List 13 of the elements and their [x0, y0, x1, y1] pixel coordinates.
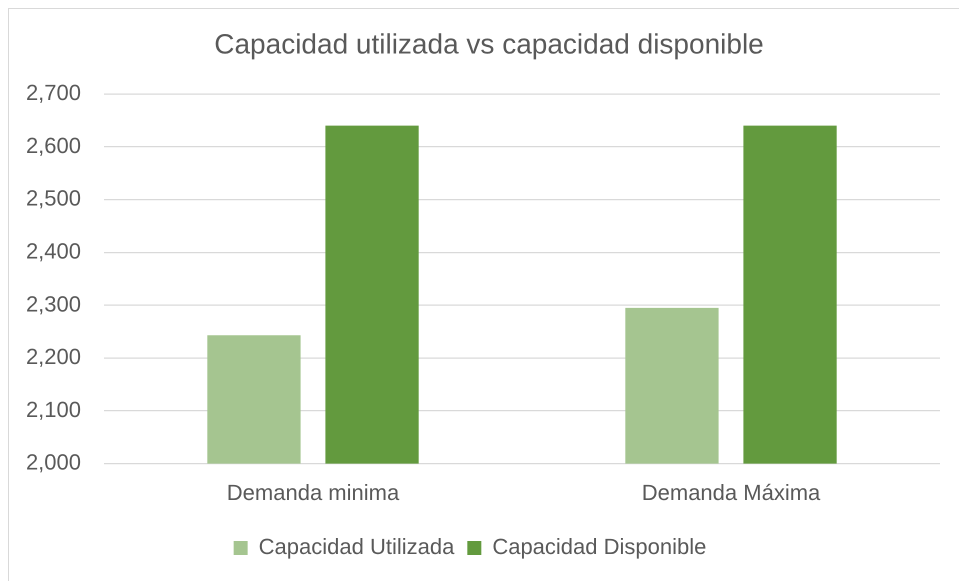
y-tick-label: 2,200	[26, 344, 81, 370]
legend-label: Capacidad Utilizada	[258, 534, 456, 560]
y-tick-label: 2,300	[26, 291, 81, 316]
y-tick-label: 2,100	[26, 396, 81, 422]
x-tick-label: Demanda minima	[226, 480, 400, 505]
legend-label: Capacidad Disponible	[492, 534, 706, 560]
y-tick-label: 2,600	[26, 132, 81, 158]
y-tick-label: 2,400	[26, 238, 81, 264]
y-tick-label: 2,700	[26, 80, 81, 106]
y-tick-label: 2,000	[26, 450, 81, 475]
x-tick-label: Demanda Máxima	[642, 480, 822, 505]
y-tick-label: 2,500	[26, 186, 81, 211]
chart-title: Capacidad utilizada vs capacidad disponible	[214, 28, 764, 60]
